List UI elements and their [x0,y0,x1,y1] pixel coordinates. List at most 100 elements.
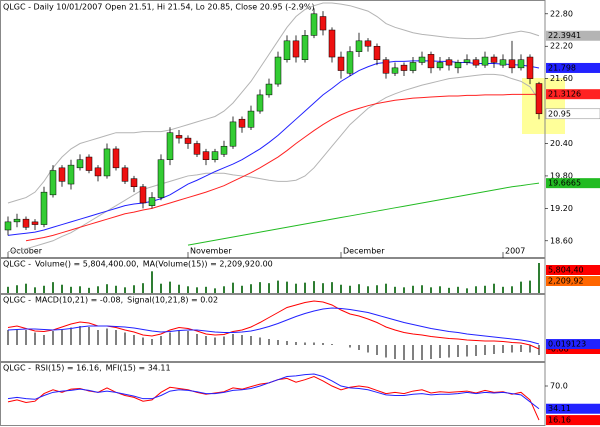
volume-bar [412,285,414,293]
candle-body [103,148,111,177]
candle-body [445,59,453,66]
volume-bar [43,285,45,293]
candle-body [436,62,444,69]
volume-bar [439,286,441,293]
candle-body [211,151,219,160]
candle-body [427,54,435,69]
volume-bar [205,286,207,293]
volume-bar [313,281,315,293]
candle-body [157,159,165,198]
last-value-label: 0.019123 [548,340,586,349]
candle-body [256,94,264,112]
candle-body [67,164,75,185]
volume-bar [223,286,225,293]
overlay-line [187,182,540,246]
candle-body [310,13,318,36]
close-label-box [545,108,600,120]
volume-bar [25,283,27,293]
candle-body [49,170,57,196]
indicator-line [7,373,540,410]
volume-bar [214,288,216,293]
legend-entry: MACD(10,21) = -0.08, [35,296,123,305]
volume-bar [466,288,468,293]
last-value-label-box [546,89,600,100]
candle-body [526,56,534,79]
volume-bar [241,285,243,293]
last-value-label: 34.11 [548,404,571,413]
overlay-line [25,93,540,242]
candle-body [292,40,300,58]
candle-body [58,167,66,182]
candle-body [490,56,498,63]
candle-body [247,110,255,128]
candle-body [31,221,39,225]
value-box-label: 5,804,40 [548,266,584,275]
volume-bar [322,283,324,293]
indicator-line [7,307,540,345]
candle-body [40,191,48,225]
candle-body [391,67,399,74]
volume-bar [331,282,333,293]
candle-body [355,40,363,52]
volume-bar [511,286,513,293]
y-tick-label: 18.60 [550,236,573,245]
legend-entry: Signal(10,21,8) = 0.02 [127,296,218,305]
volume-bar [196,287,198,293]
candle-body [121,167,129,182]
candle-body [130,178,138,187]
volume-bar [61,284,63,293]
volume-bar [430,287,432,293]
candle-body [112,148,120,169]
volume-bar [448,287,450,293]
volume-bar [385,283,387,293]
candle-body [346,51,354,74]
volume-bar [457,286,459,293]
last-value-label: 21.3126 [548,90,581,99]
candle-body [184,137,192,144]
candle-body [202,151,210,160]
candle-body [274,56,282,85]
candle-body [499,59,507,66]
volume-bar [16,285,18,293]
highlight-box [522,78,565,134]
value-box [546,265,600,275]
volume-bar [70,286,72,293]
candle-body [94,167,102,177]
volume-bar [160,283,162,293]
candle-body [319,16,327,31]
y-tick-label: 22.80 [550,9,573,18]
chart-title: QLGC - Daily 10/01/2007 Open 21.51, Hi 2… [3,3,315,12]
volume-bar [79,286,81,293]
last-value-label: 16.16 [548,416,571,425]
volume-bar [340,284,342,293]
candle-body [148,197,156,206]
volume-bar [7,286,9,293]
panel-prefix: QLGC - [3,364,31,373]
value-box [546,276,600,286]
candle-body [193,143,201,155]
last-value-label-box [546,30,600,41]
candle-body [265,83,273,96]
panel-frame [0,258,546,294]
volume-bar [421,285,423,293]
volume-bar [187,286,189,293]
candle-body [76,159,84,169]
last-value-label-box [546,62,600,73]
panel-frame [0,0,546,258]
volume-bar [232,282,234,293]
volume-bar [295,283,297,293]
volume-bar [115,285,117,293]
volume-bar [124,287,126,293]
panel-frame [0,294,546,362]
y-tick-label: 70.0 [550,382,568,391]
volume-bar [520,281,522,293]
last-value-label-box [546,415,600,426]
volume-bar [178,284,180,293]
candle-body [373,45,381,60]
volume-bar [367,286,369,293]
value-box-label: 2,209,92 [548,277,584,286]
panel-prefix: QLGC - [3,260,31,269]
volume-bar [268,283,270,293]
